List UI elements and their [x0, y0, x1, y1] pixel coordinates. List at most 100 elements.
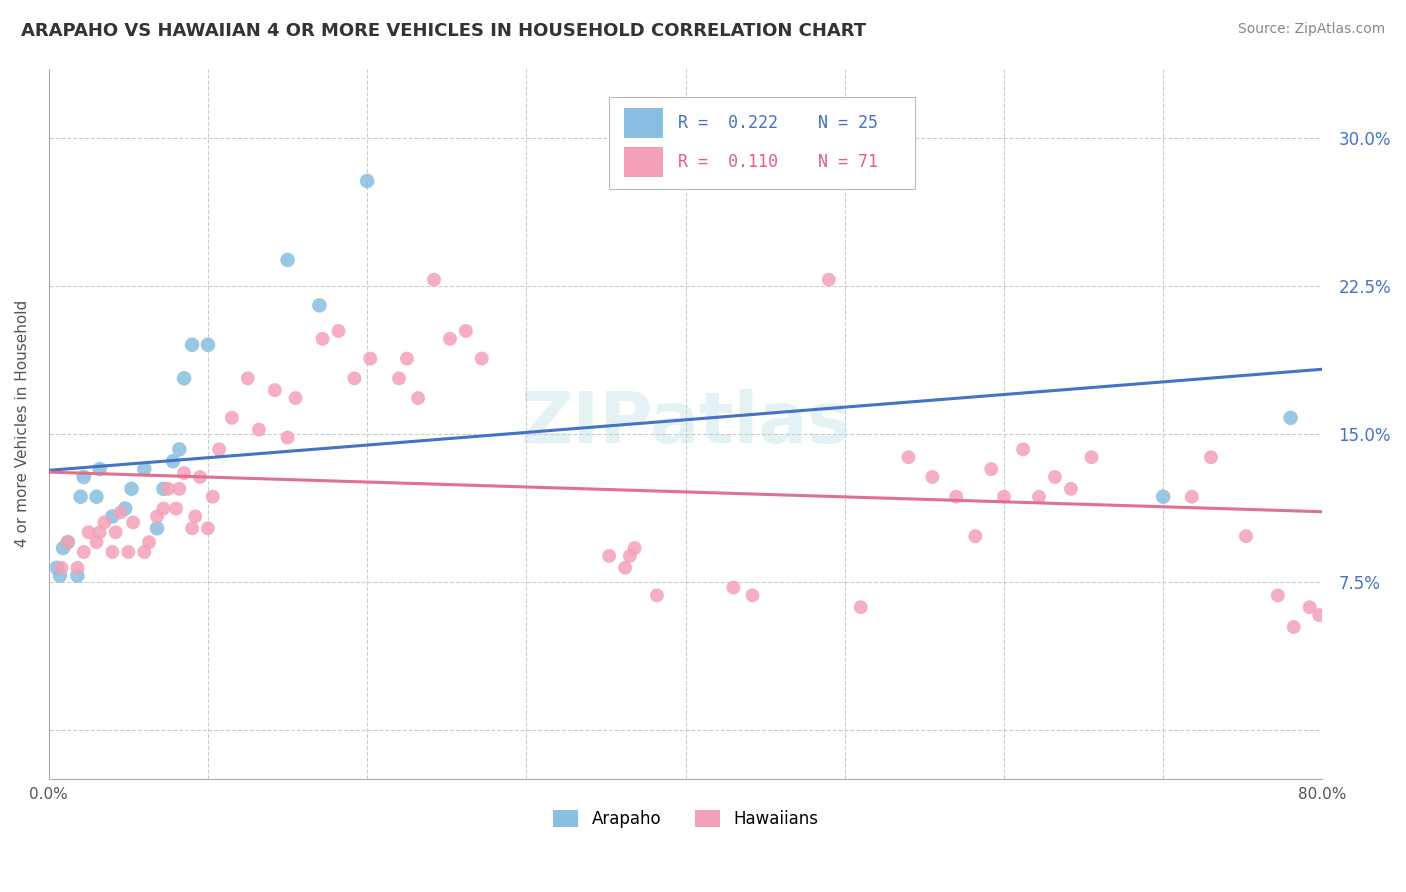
Point [56, 535, 79, 549]
Point [101, 509, 124, 524]
Point [51, 561, 73, 575]
Point [645, 588, 668, 602]
Point [89, 462, 111, 476]
Point [197, 338, 219, 352]
Point [723, 581, 745, 595]
Point [343, 371, 366, 385]
Point [1234, 529, 1257, 543]
Point [359, 351, 381, 366]
Point [101, 545, 124, 559]
Point [311, 332, 333, 346]
Point [328, 324, 350, 338]
Point [146, 521, 169, 535]
Point [993, 490, 1015, 504]
Point [1308, 608, 1330, 623]
Point [181, 338, 204, 352]
Point [1199, 450, 1222, 465]
Point [1043, 470, 1066, 484]
Point [69, 490, 91, 504]
Point [623, 541, 645, 555]
Point [439, 332, 461, 346]
Point [45, 561, 67, 575]
Point [162, 454, 184, 468]
Point [308, 298, 330, 312]
Point [454, 324, 477, 338]
Point [173, 466, 195, 480]
Point [395, 351, 418, 366]
Point [1181, 490, 1204, 504]
Point [157, 482, 180, 496]
Bar [624, 146, 662, 177]
Point [134, 545, 156, 559]
Point [73, 470, 96, 484]
Point [173, 371, 195, 385]
Point [49, 568, 72, 582]
Point [236, 371, 259, 385]
Point [104, 525, 127, 540]
Point [77, 525, 100, 540]
Point [965, 529, 987, 543]
Point [897, 450, 920, 465]
Legend: Arapaho, Hawaiians: Arapaho, Hawaiians [547, 803, 824, 835]
Point [169, 482, 191, 496]
Point [284, 391, 307, 405]
Point [169, 442, 191, 457]
Bar [609, 97, 915, 189]
Point [86, 535, 108, 549]
Point [598, 549, 620, 563]
Text: ARAPAHO VS HAWAIIAN 4 OR MORE VEHICLES IN HOUSEHOLD CORRELATION CHART: ARAPAHO VS HAWAIIAN 4 OR MORE VEHICLES I… [21, 22, 866, 40]
Point [263, 383, 285, 397]
Point [1279, 410, 1302, 425]
Point [277, 252, 299, 267]
Point [146, 509, 169, 524]
Point [114, 501, 136, 516]
Point [86, 490, 108, 504]
Point [181, 521, 204, 535]
Point [1267, 588, 1289, 602]
Point [423, 273, 446, 287]
Point [134, 462, 156, 476]
Point [1028, 490, 1050, 504]
Point [201, 490, 224, 504]
Text: Source: ZipAtlas.com: Source: ZipAtlas.com [1237, 22, 1385, 37]
Point [277, 431, 299, 445]
Point [471, 351, 494, 366]
Point [356, 174, 378, 188]
Point [1282, 620, 1305, 634]
Point [921, 470, 943, 484]
Point [52, 541, 75, 555]
Point [980, 462, 1002, 476]
Point [66, 561, 89, 575]
Point [165, 501, 187, 516]
Point [741, 588, 763, 602]
Point [117, 545, 139, 559]
Point [619, 549, 641, 563]
Point [73, 545, 96, 559]
Point [93, 516, 115, 530]
Point [406, 391, 429, 405]
Point [152, 482, 174, 496]
Point [121, 482, 143, 496]
Point [1152, 490, 1174, 504]
Point [1298, 600, 1320, 615]
Point [56, 535, 79, 549]
Point [89, 525, 111, 540]
Point [110, 506, 132, 520]
Point [188, 470, 211, 484]
Point [122, 516, 145, 530]
Point [945, 490, 967, 504]
Point [849, 600, 872, 615]
Point [66, 568, 89, 582]
Text: R =  0.110    N = 71: R = 0.110 N = 71 [678, 153, 877, 170]
Point [818, 273, 841, 287]
Point [247, 423, 270, 437]
Point [184, 509, 207, 524]
Point [152, 501, 174, 516]
Point [221, 410, 243, 425]
Bar [624, 108, 662, 138]
Text: R =  0.222    N = 25: R = 0.222 N = 25 [678, 114, 877, 132]
Y-axis label: 4 or more Vehicles in Household: 4 or more Vehicles in Household [15, 300, 30, 548]
Point [388, 371, 411, 385]
Text: ZIPatlas: ZIPatlas [520, 389, 851, 458]
Point [138, 535, 160, 549]
